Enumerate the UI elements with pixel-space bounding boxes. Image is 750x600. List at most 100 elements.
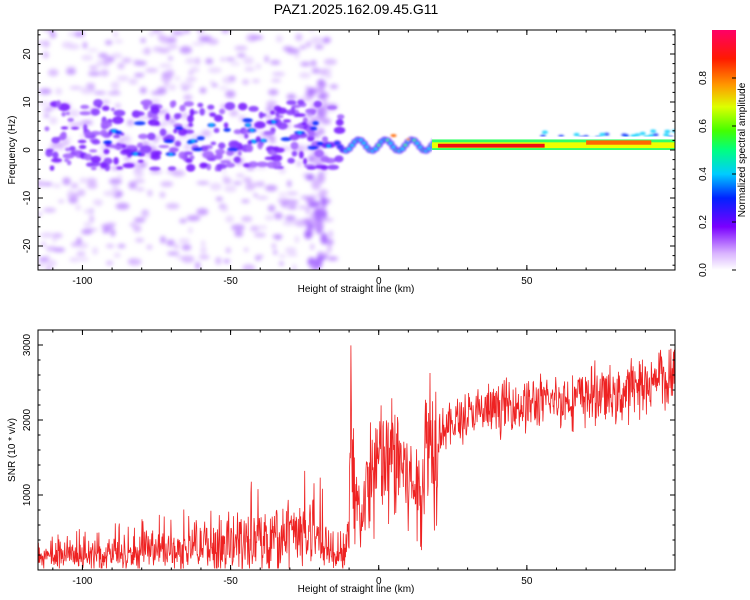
heatmap-cell: [81, 120, 93, 126]
heatmap-cell: [168, 84, 177, 91]
heatmap-cell: [167, 251, 180, 256]
heatmap-cell: [427, 147, 432, 150]
heatmap-cell: [89, 149, 98, 153]
snr-x-tick-label: 0: [376, 576, 382, 587]
heatmap-cell: [319, 217, 334, 222]
heatmap-cell: [160, 76, 172, 83]
heatmap-cell: [41, 241, 46, 247]
heatmap-cell: [220, 205, 229, 213]
heatmap-cell: [253, 232, 267, 238]
heatmap-cell: [181, 255, 195, 263]
heatmap-cell: [117, 62, 125, 70]
heatmap-cell: [105, 222, 117, 226]
heatmap-cell: [178, 238, 191, 244]
heatmap-cell: [256, 161, 269, 168]
spectrogram-x-tick-label: -50: [223, 276, 238, 287]
heatmap-cell: [115, 202, 130, 210]
heatmap-cell: [78, 144, 87, 150]
heatmap-cell: [160, 236, 166, 244]
heatmap-cell: [116, 75, 130, 82]
heatmap-cell: [282, 220, 296, 226]
heatmap-cell: [285, 215, 296, 222]
heatmap-cell: [79, 111, 91, 116]
heatmap-cell: [111, 185, 120, 192]
heatmap-cell: [329, 84, 339, 89]
heatmap-cell: [286, 191, 299, 196]
heatmap-cell: [306, 166, 317, 170]
heatmap-cell: [237, 150, 242, 157]
heatmap-cell: [310, 212, 316, 224]
heatmap-line-core-right: [586, 140, 652, 145]
heatmap-cell: [81, 228, 93, 235]
heatmap-cell: [133, 121, 146, 126]
colorbar-tick-label: 0.8: [698, 71, 709, 85]
heatmap-cell: [218, 142, 226, 149]
heatmap-cell: [286, 48, 300, 55]
heatmap-cell: [99, 129, 108, 137]
heatmap-cell: [43, 207, 57, 213]
heatmap-cell: [69, 146, 76, 152]
heatmap-cell: [200, 246, 207, 255]
heatmap-cell: [80, 86, 94, 95]
snr-y-axis-label: SNR (10 * v/v): [7, 418, 18, 482]
heatmap-cell: [292, 264, 297, 270]
heatmap-cell: [89, 65, 98, 70]
heatmap-cell: [377, 144, 381, 147]
heatmap-cell: [133, 217, 146, 223]
heatmap-cell: [174, 76, 181, 81]
heatmap-cell: [134, 170, 144, 178]
heatmap-cell: [279, 261, 284, 266]
heatmap-cell: [320, 232, 328, 245]
heatmap-cell: [51, 232, 63, 239]
heatmap-cell: [199, 107, 206, 116]
heatmap-cell: [101, 59, 111, 67]
heatmap-cell: [38, 101, 51, 106]
spectrogram-y-axis-label: Frequency (Hz): [7, 116, 18, 185]
heatmap-cell: [171, 30, 185, 36]
heatmap-cell: [207, 67, 222, 74]
heatmap-cell: [174, 126, 184, 131]
heatmap-cell: [66, 160, 72, 166]
heatmap-cell: [209, 182, 222, 191]
heatmap-cell: [198, 254, 210, 260]
heatmap-cell: [303, 218, 313, 224]
heatmap-cell: [223, 127, 231, 132]
heatmap-cell: [224, 185, 237, 193]
spectrogram-y-tick-label: 20: [22, 48, 33, 60]
heatmap-cell: [573, 133, 580, 137]
heatmap-cell: [219, 108, 226, 115]
heatmap-cell: [323, 58, 337, 66]
heatmap-cell: [146, 244, 153, 250]
heatmap-cell: [307, 135, 315, 142]
heatmap-cell: [135, 187, 145, 192]
heatmap-cell: [322, 37, 331, 44]
heatmap-cell: [664, 129, 671, 134]
heatmap-cell: [171, 100, 177, 107]
heatmap-cell: [116, 166, 124, 170]
heatmap-cell: [127, 258, 142, 266]
heatmap-cell: [273, 250, 278, 255]
heatmap-cell: [90, 166, 97, 171]
heatmap-cell: [256, 196, 269, 200]
heatmap-cell: [282, 119, 292, 123]
heatmap-cell: [321, 197, 327, 208]
heatmap-cell: [118, 137, 132, 142]
heatmap-cell: [314, 149, 324, 158]
heatmap-cell: [183, 101, 194, 107]
heatmap-cell: [305, 41, 312, 48]
heatmap-cell: [100, 69, 109, 77]
heatmap-cell: [195, 57, 201, 65]
heatmap-cell: [211, 83, 218, 88]
heatmap-cell: [327, 256, 339, 261]
snr-panel: -100 -50 0 50 1000 2000 3000 Height of straig…: [7, 329, 676, 595]
heatmap-cell: [38, 262, 45, 268]
heatmap-cell: [277, 122, 288, 130]
heatmap-cell: [322, 209, 328, 220]
heatmap-cell: [138, 133, 149, 140]
heatmap-main-line: [432, 136, 675, 154]
heatmap-cell: [320, 156, 330, 163]
heatmap-cell: [259, 113, 267, 117]
heatmap-cell: [305, 173, 315, 181]
heatmap-cell: [166, 36, 177, 44]
heatmap-cell: [271, 120, 276, 123]
